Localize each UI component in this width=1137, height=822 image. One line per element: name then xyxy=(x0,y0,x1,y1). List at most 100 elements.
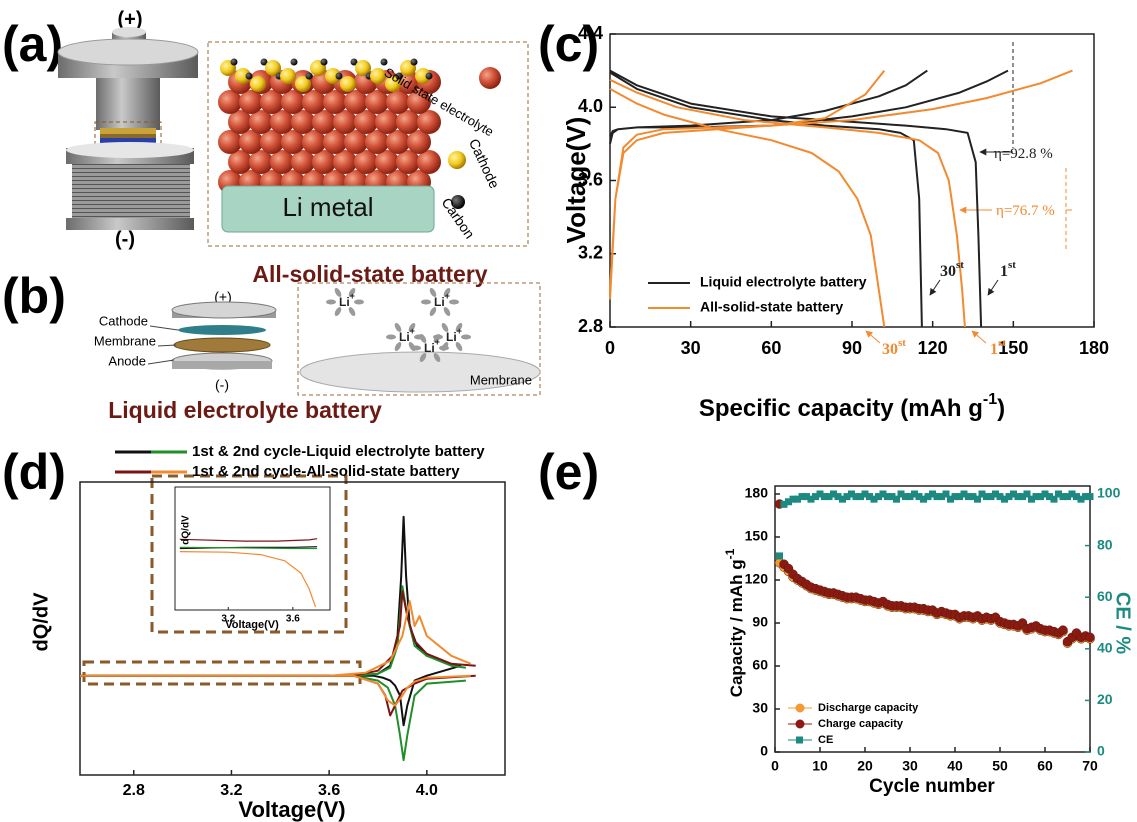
annotation-text: 30 xyxy=(940,263,956,280)
y2-tick-label: 100 xyxy=(1097,485,1121,501)
solvent-molecule xyxy=(386,335,396,340)
x-tick-label: 180 xyxy=(1079,338,1109,358)
anode-label: Li metal xyxy=(282,192,373,222)
carbon-particle xyxy=(336,73,343,80)
x-tick-label: 90 xyxy=(842,338,862,358)
x-tick-label: 3.6 xyxy=(286,614,300,625)
inset-y-title: dQ/dV xyxy=(181,515,192,545)
ion-charge: + xyxy=(445,291,450,301)
x-tick-label: 40 xyxy=(947,758,963,774)
x-tick-label: 120 xyxy=(918,338,948,358)
carbon-particle xyxy=(306,73,313,80)
solvent-molecule xyxy=(461,335,471,340)
cathode-particle xyxy=(280,68,296,84)
solvent-molecule xyxy=(421,300,431,305)
y-axis-title-text: Capacity / mAh g xyxy=(727,559,746,697)
ion-symbol: Li xyxy=(339,295,350,309)
y-tick-label: 180 xyxy=(745,485,769,501)
ce-point xyxy=(776,552,783,559)
y2-axis-title: CE / % xyxy=(1112,592,1134,654)
x-tick-label: 10 xyxy=(812,758,828,774)
legend-marker xyxy=(796,737,803,744)
annotation-text: 1 xyxy=(990,341,998,358)
anode-label: Anode xyxy=(108,353,146,368)
ion-charge: + xyxy=(410,326,415,336)
ion-symbol: Li xyxy=(446,330,457,344)
caption: Liquid electrolyte battery xyxy=(108,397,382,423)
annotation-text: 1 xyxy=(1000,263,1008,280)
legend-label: Charge capacity xyxy=(818,718,904,730)
capacity-point xyxy=(1086,633,1095,642)
cell-device xyxy=(58,27,198,230)
ion-label: Li+ xyxy=(446,326,462,344)
carbon-particle xyxy=(411,59,418,66)
cathode-label: Cathode xyxy=(466,136,503,191)
ion-layer: Li+Li+Li+Li+Li+ xyxy=(326,287,471,363)
ion-charge: + xyxy=(457,326,462,336)
y-tick-label: 4.0 xyxy=(578,96,603,116)
x-axis-title-text: Specific capacity (mAh g xyxy=(699,395,983,422)
cathode-label: Cathode xyxy=(99,313,148,328)
ce-point xyxy=(1087,493,1094,500)
panel-label: (a) xyxy=(2,16,63,72)
ion-symbol: Li xyxy=(399,330,410,344)
cathode-particle xyxy=(340,76,356,92)
annotation-text: η=92.8 % xyxy=(994,146,1053,162)
x-tick-label: 60 xyxy=(1037,758,1053,774)
legend-label: CE xyxy=(818,734,833,746)
y-tick-label: 3.2 xyxy=(578,243,603,263)
y-tick-label: 0 xyxy=(760,743,768,759)
x-tick-label: 2.8 xyxy=(123,782,145,799)
x-axis-title: Voltage(V) xyxy=(238,797,345,822)
solvent-molecule xyxy=(411,346,421,351)
membrane-label: Membrane xyxy=(94,333,156,348)
y2-tick-label: 80 xyxy=(1097,536,1113,552)
annotation-text: η=76.7 % xyxy=(996,203,1055,219)
figure: (a) (+) (-) Li metal Solid state electro… xyxy=(0,0,1137,822)
y-tick-label: 60 xyxy=(752,657,768,673)
cathode-particle xyxy=(250,76,266,92)
annotation-sup: st xyxy=(998,337,1006,349)
solvent-molecule xyxy=(449,300,459,305)
annotation-text: 30 xyxy=(882,341,898,358)
cell-stack xyxy=(148,302,276,369)
legend-label: 1st & 2nd cycle-Liquid electrolyte batte… xyxy=(192,443,485,460)
x-tick-label: 4.0 xyxy=(416,782,438,799)
solvent-molecule xyxy=(354,300,364,305)
capacity-point xyxy=(1059,626,1068,635)
x-tick-label: 30 xyxy=(902,758,918,774)
annotation-sup: st xyxy=(898,337,906,349)
x-tick-label: 50 xyxy=(992,758,1008,774)
carbon-particle xyxy=(246,73,253,80)
y-tick-label: 120 xyxy=(745,571,769,587)
y-axis-title: dQ/dV xyxy=(30,592,52,652)
ion-charge: + xyxy=(350,291,355,301)
panel-label: (b) xyxy=(2,268,66,324)
y2-tick-label: 0 xyxy=(1097,743,1105,759)
panel-label: (e) xyxy=(538,444,599,500)
inset-x-title: Voltage(V) xyxy=(225,619,279,631)
x-tick-label: 0 xyxy=(771,758,779,774)
ion-label: Li+ xyxy=(399,326,415,344)
y-tick-label: 4.4 xyxy=(578,23,603,43)
y-axis-title: Capacity / mAh g-1 xyxy=(723,548,746,697)
annotation-sup: st xyxy=(1008,259,1016,271)
annotation: η=76.7 % xyxy=(996,203,1055,219)
x-tick-label: 30 xyxy=(681,338,701,358)
legend-label: Liquid electrolyte battery xyxy=(700,274,867,290)
ion-label: Li+ xyxy=(339,291,355,309)
annotation-sup: st xyxy=(956,259,964,271)
y2-tick-label: 40 xyxy=(1097,640,1113,656)
legend-marker xyxy=(796,720,805,729)
annotation: 1st xyxy=(1000,259,1016,280)
ion-symbol: Li xyxy=(434,295,445,309)
ion-symbol: Li xyxy=(424,341,435,355)
y2-tick-label: 20 xyxy=(1097,691,1113,707)
electrolyte-sphere xyxy=(479,67,501,89)
cathode-sphere xyxy=(448,151,466,169)
annotation: η=92.8 % xyxy=(994,146,1053,162)
annotation: 30st xyxy=(882,337,906,358)
x-axis-title: Cycle number xyxy=(869,776,995,797)
x-tick-label: 20 xyxy=(857,758,873,774)
positive-label: (+) xyxy=(118,8,143,30)
